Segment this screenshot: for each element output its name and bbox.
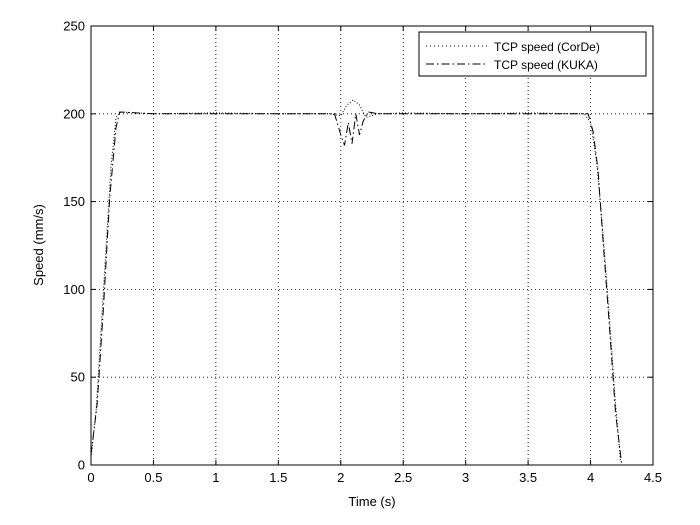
- x-tick-label: 4.5: [644, 470, 662, 485]
- legend: TCP speed (CorDe) TCP speed (KUKA): [418, 31, 647, 77]
- x-tick-label: 1: [212, 470, 219, 485]
- plot-frame: [90, 25, 654, 466]
- series-layer: [90, 99, 623, 466]
- series-line-kuka: [90, 111, 623, 466]
- x-tick-label: 1.5: [269, 470, 287, 485]
- legend-label-corde: TCP speed (CorDe): [494, 40, 600, 54]
- y-tick-label: 0: [78, 458, 85, 473]
- x-tick-label: 2.5: [394, 470, 412, 485]
- ticks: [90, 25, 654, 466]
- y-tick-label: 100: [63, 282, 85, 297]
- legend-label-kuka: TCP speed (KUKA): [494, 58, 598, 72]
- x-tick-label: 2: [337, 470, 344, 485]
- y-tick-label: 200: [63, 106, 85, 121]
- y-tick-label: 250: [63, 19, 85, 34]
- series-line-corde: [90, 99, 621, 462]
- x-tick-label: 3: [462, 470, 469, 485]
- plot-area: [91, 26, 653, 465]
- x-tick-label: 3.5: [519, 470, 537, 485]
- y-axis-title: Speed (mm/s): [31, 204, 46, 286]
- x-axis-title: Time (s): [348, 494, 395, 509]
- x-tick-label: 4: [587, 470, 594, 485]
- x-tick-label: 0.5: [144, 470, 162, 485]
- x-tick-label: 0: [87, 470, 94, 485]
- y-tick-label: 150: [63, 194, 85, 209]
- y-tick-label: 50: [71, 370, 85, 385]
- legend-box: [418, 31, 647, 77]
- tick-labels: 0 0.5 1 1.5 2 2.5 3 3.5 4 4.5 0 50 100 150 200 250: [63, 19, 662, 486]
